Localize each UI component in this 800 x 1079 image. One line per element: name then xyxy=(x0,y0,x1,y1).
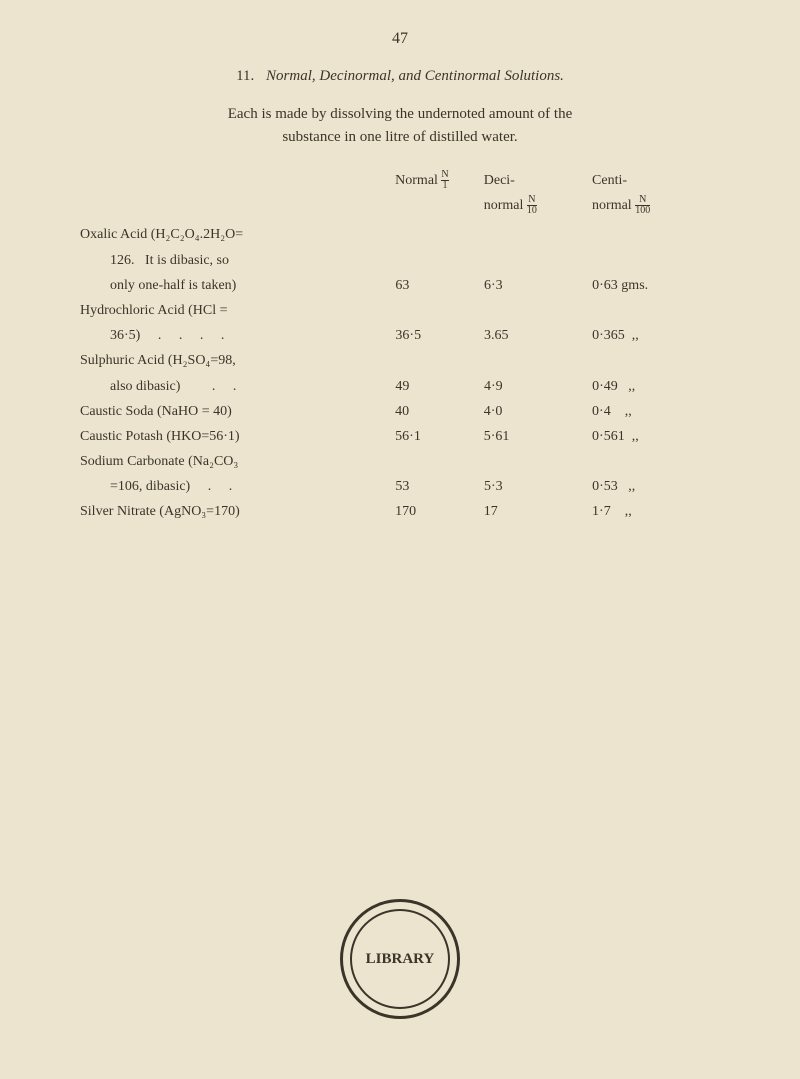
val-deci: 17 xyxy=(484,499,592,524)
table-row: Silver Nitrate (AgNO₃=170) 170 17 1·7 ,, xyxy=(80,499,720,524)
row-desc: Oxalic Acid (H₂C₂O₄.2H₂O= xyxy=(80,222,390,247)
val-deci: 6·3 xyxy=(484,273,592,298)
intro-text: Each is made by dissolving the undernote… xyxy=(80,103,720,148)
section-title-text: Normal, Decinormal, and Centinormal Solu… xyxy=(266,68,564,84)
val-deci: 3.65 xyxy=(484,323,592,348)
val-normal: 63 xyxy=(385,273,484,298)
row-desc: only one-half is taken) xyxy=(80,273,385,298)
val-normal: 56·1 xyxy=(385,424,484,449)
val-centi: 0·49 ,, xyxy=(592,374,720,399)
val-normal: 170 xyxy=(385,499,484,524)
val-deci: 4·9 xyxy=(484,374,592,399)
val-deci: 5·3 xyxy=(484,474,592,499)
row-desc: Sodium Carbonate (Na₂CO₃ xyxy=(80,449,390,474)
table-row: Oxalic Acid (H₂C₂O₄.2H₂O= xyxy=(80,222,720,247)
page-number: 47 xyxy=(80,30,720,48)
row-desc: Silver Nitrate (AgNO₃=170) xyxy=(80,499,385,524)
table-row: also dibasic) . . 49 4·9 0·49 ,, xyxy=(80,374,720,399)
table-row: =106, dibasic) . . 53 5·3 0·53 ,, xyxy=(80,474,720,499)
data-table: Normal N1 Deci- normal N10 Centi- normal… xyxy=(80,168,720,525)
table-row: Sodium Carbonate (Na₂CO₃ xyxy=(80,449,720,474)
val-centi: 0·4 ,, xyxy=(592,399,720,424)
table-header-row: Normal N1 Deci- normal N10 Centi- normal… xyxy=(80,168,720,218)
row-desc: also dibasic) . . xyxy=(80,374,385,399)
val-normal: 40 xyxy=(385,399,484,424)
row-desc: Hydrochloric Acid (HCl = xyxy=(80,298,390,323)
table-row: 126. It is dibasic, so xyxy=(80,248,720,273)
table-row: Sulphuric Acid (H₂SO₄=98, xyxy=(80,348,720,373)
library-stamp: LIBRARY xyxy=(340,899,460,1019)
stamp-center-text: LIBRARY xyxy=(366,951,435,968)
val-normal: 36·5 xyxy=(385,323,484,348)
row-desc: 36·5) . . . . xyxy=(80,323,385,348)
val-normal: 53 xyxy=(385,474,484,499)
row-desc: 126. It is dibasic, so xyxy=(80,248,390,273)
section-title: 11. Normal, Decinormal, and Centinormal … xyxy=(80,68,720,85)
table-row: Caustic Potash (HKO=56·1) 56·1 5·61 0·56… xyxy=(80,424,720,449)
val-centi: 0·365 ,, xyxy=(592,323,720,348)
intro-line1: Each is made by dissolving the undernote… xyxy=(100,103,700,126)
section-number: 11. xyxy=(236,68,254,84)
val-centi: 0·561 ,, xyxy=(592,424,720,449)
val-deci: 5·61 xyxy=(484,424,592,449)
table-row: Hydrochloric Acid (HCl = xyxy=(80,298,720,323)
val-deci: 4·0 xyxy=(484,399,592,424)
header-normal: Normal N1 xyxy=(385,168,484,218)
row-desc: Caustic Soda (NaHO = 40) xyxy=(80,399,385,424)
val-centi: 1·7 ,, xyxy=(592,499,720,524)
row-desc: Caustic Potash (HKO=56·1) xyxy=(80,424,385,449)
val-centi: 0·53 ,, xyxy=(592,474,720,499)
val-normal: 49 xyxy=(385,374,484,399)
intro-line2: substance in one litre of distilled wate… xyxy=(100,126,700,149)
table-row: Caustic Soda (NaHO = 40) 40 4·0 0·4 ,, xyxy=(80,399,720,424)
table-row: 36·5) . . . . 36·5 3.65 0·365 ,, xyxy=(80,323,720,348)
row-desc: Sulphuric Acid (H₂SO₄=98, xyxy=(80,348,390,373)
row-desc: =106, dibasic) . . xyxy=(80,474,385,499)
val-centi: 0·63 gms. xyxy=(592,273,720,298)
header-centi: Centi- normal N100 xyxy=(592,168,720,218)
table-row: only one-half is taken) 63 6·3 0·63 gms. xyxy=(80,273,720,298)
header-deci: Deci- normal N10 xyxy=(484,168,592,218)
